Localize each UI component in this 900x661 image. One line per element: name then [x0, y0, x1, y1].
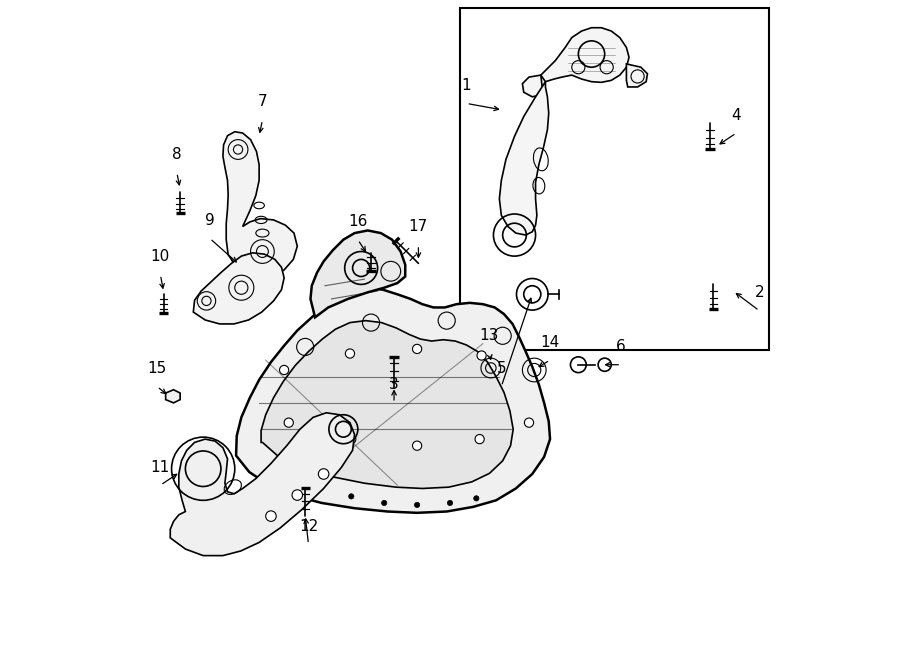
Circle shape	[348, 494, 354, 499]
Bar	[460, 8, 770, 350]
Polygon shape	[194, 253, 284, 324]
Polygon shape	[261, 321, 513, 488]
Polygon shape	[170, 412, 355, 556]
Text: 16: 16	[348, 214, 367, 229]
Text: 10: 10	[151, 249, 170, 264]
Text: 9: 9	[205, 213, 214, 228]
Text: 14: 14	[540, 334, 560, 350]
Text: 11: 11	[151, 459, 170, 475]
Polygon shape	[541, 28, 629, 83]
Circle shape	[346, 434, 356, 444]
Circle shape	[447, 500, 453, 506]
Polygon shape	[626, 64, 647, 87]
Text: 2: 2	[754, 286, 764, 300]
Polygon shape	[166, 390, 180, 403]
Polygon shape	[500, 82, 549, 235]
Polygon shape	[223, 132, 297, 278]
Circle shape	[292, 490, 302, 500]
Circle shape	[319, 469, 328, 479]
Text: 15: 15	[148, 361, 166, 376]
Text: 7: 7	[257, 95, 267, 109]
Text: 1: 1	[462, 78, 472, 93]
Circle shape	[382, 500, 387, 506]
Circle shape	[525, 418, 534, 427]
Polygon shape	[522, 75, 542, 97]
Text: 6: 6	[616, 339, 626, 354]
Text: 8: 8	[172, 147, 182, 162]
Text: 17: 17	[409, 219, 428, 235]
Polygon shape	[236, 288, 550, 513]
Circle shape	[473, 496, 479, 501]
Text: 3: 3	[389, 377, 399, 393]
Circle shape	[284, 418, 293, 427]
Text: 12: 12	[299, 519, 318, 534]
Circle shape	[477, 351, 486, 360]
Text: 4: 4	[732, 108, 741, 122]
Circle shape	[412, 344, 422, 354]
Circle shape	[412, 441, 422, 450]
Circle shape	[280, 366, 289, 375]
Text: 5: 5	[497, 361, 506, 376]
Polygon shape	[310, 231, 405, 317]
Circle shape	[475, 434, 484, 444]
Circle shape	[415, 502, 419, 508]
Circle shape	[346, 349, 355, 358]
Circle shape	[266, 511, 276, 522]
Text: 13: 13	[480, 328, 500, 343]
